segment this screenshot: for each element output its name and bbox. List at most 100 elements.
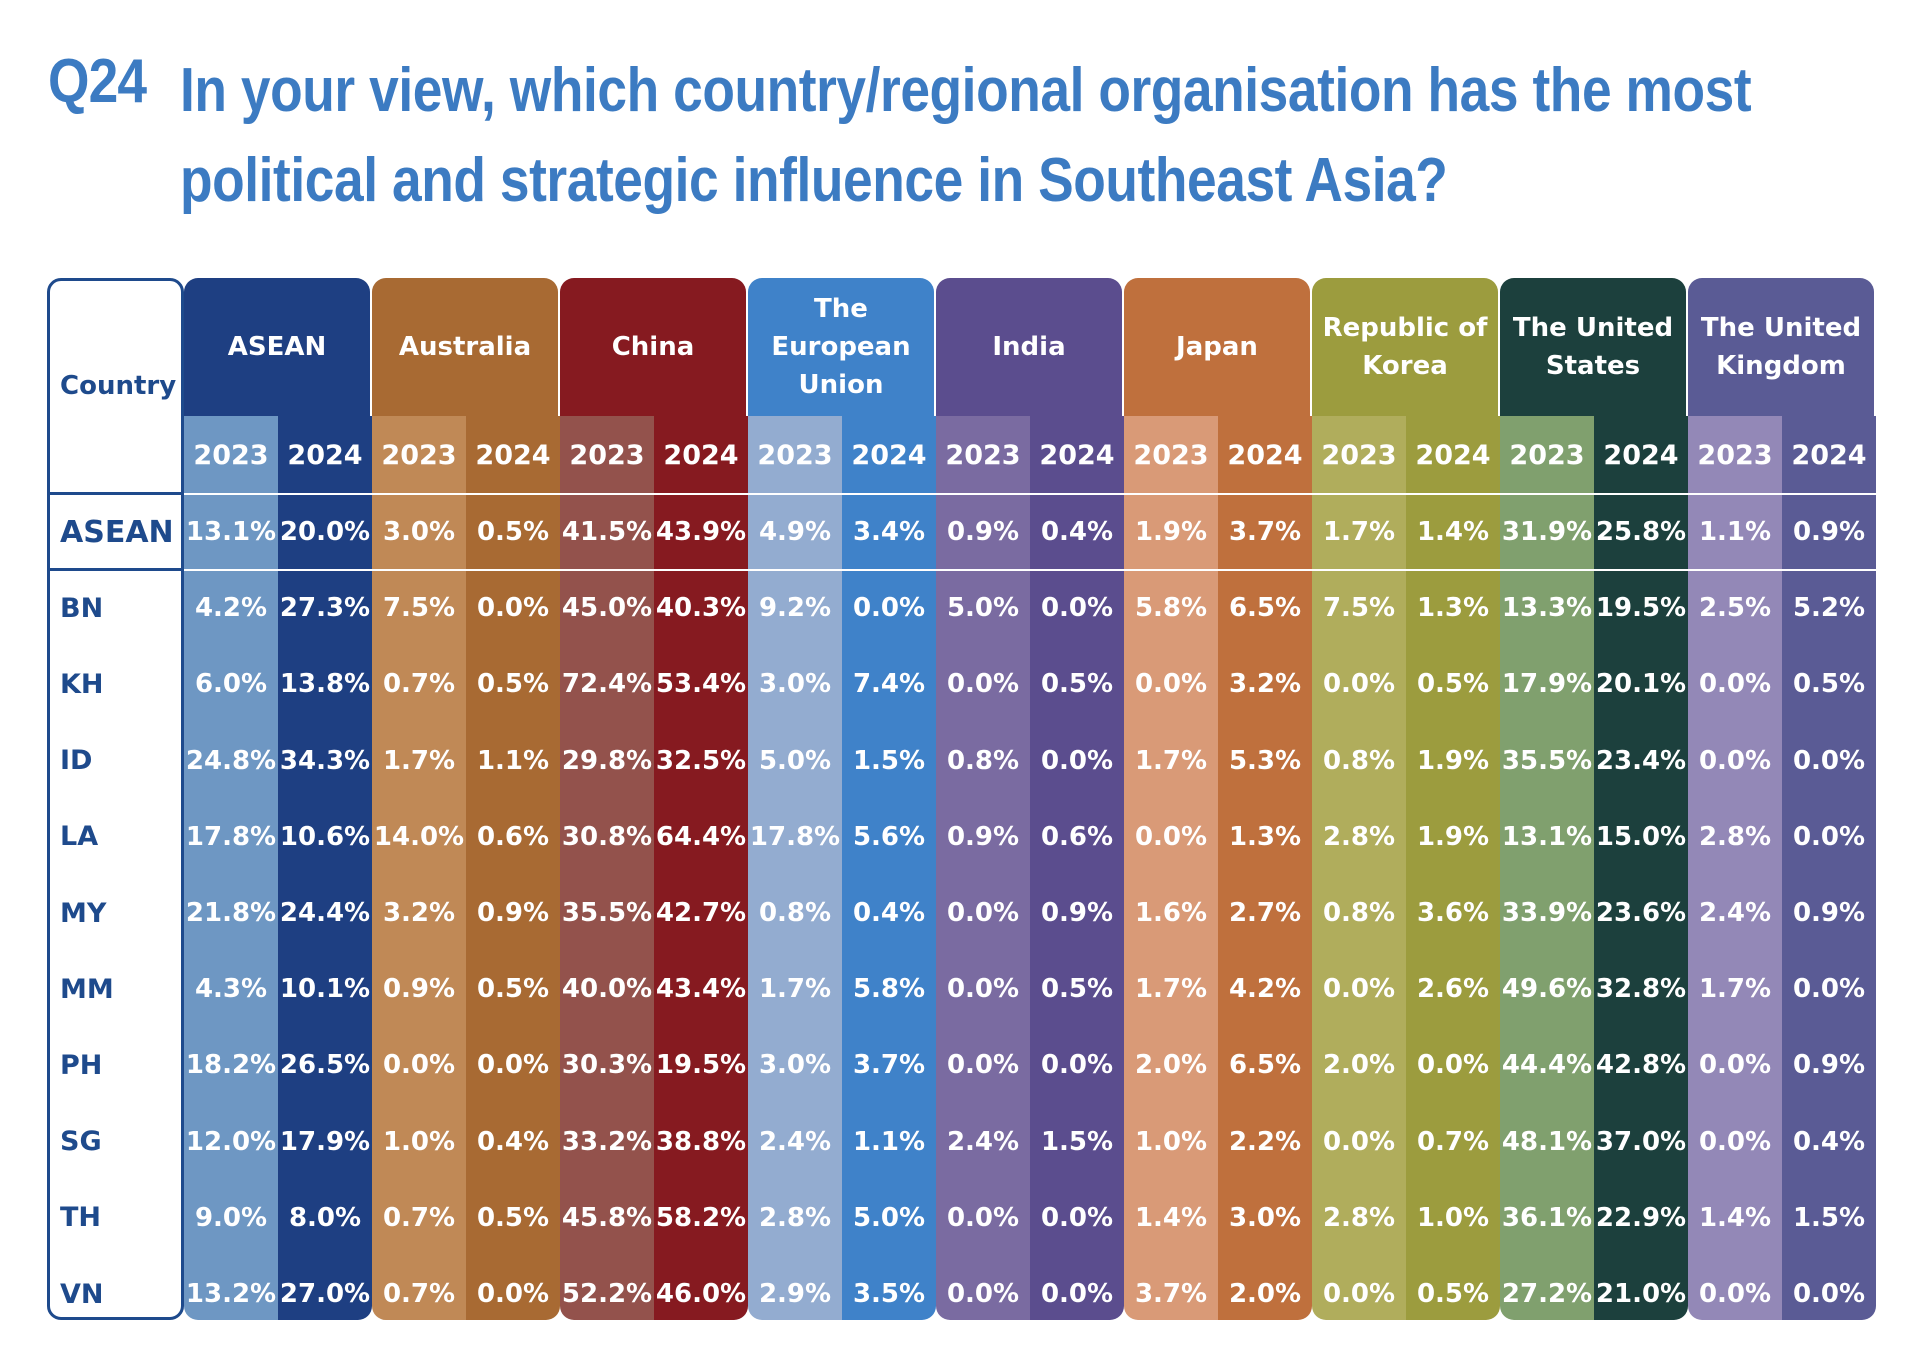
cell-th-13: 1.0% [1416,1202,1490,1233]
cell-sg-11: 2.2% [1228,1126,1302,1157]
question-number: Q24 [48,47,147,116]
cell-ph-7: 3.7% [852,1050,926,1081]
group-6-header-line-0: Republic of [1322,313,1488,343]
group-3-header-line-0: The [814,294,868,324]
cell-mm-10: 1.7% [1134,974,1208,1005]
cell-th-14: 36.1% [1501,1202,1593,1233]
cell-my-2: 3.2% [382,898,456,929]
group-3-column-2024 [842,416,936,1320]
group-3-year-2024: 2024 [851,439,927,471]
cell-sg-15: 37.0% [1595,1126,1687,1157]
cell-vn-4: 52.2% [561,1279,653,1310]
cell-ph-17: 0.9% [1792,1050,1866,1081]
group-8-column-2024 [1782,416,1876,1320]
cell-sg-4: 33.2% [561,1126,653,1157]
group-4-year-2023: 2023 [945,439,1021,471]
cell-mm-9: 0.5% [1040,974,1114,1005]
cell-vn-15: 21.0% [1595,1279,1687,1310]
cell-id-16: 0.0% [1698,745,1772,776]
group-8-year-2024: 2024 [1791,439,1867,471]
cell-bn-5: 40.3% [655,593,747,624]
cell-bn-7: 0.0% [852,593,926,624]
cell-kh-13: 0.5% [1416,669,1490,700]
cell-vn-8: 0.0% [946,1279,1020,1310]
row-label-la: LA [60,821,99,853]
cell-ph-13: 0.0% [1416,1050,1490,1081]
group-2-year-2024: 2024 [663,439,739,471]
cell-bn-6: 9.2% [758,593,832,624]
cell-my-8: 0.0% [946,898,1020,929]
cell-la-7: 5.6% [852,821,926,852]
cell-my-12: 0.8% [1322,898,1396,929]
group-8-year-2023: 2023 [1697,439,1773,471]
cell-asean-1: 20.0% [279,517,371,548]
cell-mm-0: 4.3% [194,974,268,1005]
cell-asean-14: 31.9% [1501,517,1593,548]
cell-sg-2: 1.0% [382,1126,456,1157]
cell-my-4: 35.5% [561,898,653,929]
cell-mm-2: 0.9% [382,974,456,1005]
cell-kh-7: 7.4% [852,669,926,700]
group-7-year-2023: 2023 [1509,439,1585,471]
group-1-column-2024 [466,416,560,1320]
row-label-my: MY [60,897,107,929]
cell-bn-2: 7.5% [382,593,456,624]
group-8-header-line-0: The United [1700,313,1862,343]
cell-bn-16: 2.5% [1698,593,1772,624]
group-7-header: The United States [1500,278,1686,416]
cell-vn-14: 27.2% [1501,1279,1593,1310]
cell-id-3: 1.1% [476,745,550,776]
row-label-vn: VN [60,1278,104,1310]
group-7-column-2024 [1594,416,1688,1320]
cell-th-16: 1.4% [1698,1202,1772,1233]
cell-asean-9: 0.4% [1040,517,1114,548]
group-2-column-2024 [654,416,748,1320]
cell-sg-10: 1.0% [1134,1126,1208,1157]
cell-bn-4: 45.0% [561,593,653,624]
group-2-year-2023: 2023 [569,439,645,471]
cell-sg-9: 1.5% [1040,1126,1114,1157]
cell-sg-1: 17.9% [279,1126,371,1157]
cell-th-15: 22.9% [1595,1202,1687,1233]
group-4-column-2023 [936,416,1030,1320]
cell-id-17: 0.0% [1792,745,1866,776]
group-0-header-line-0: ASEAN [227,332,327,362]
cell-th-10: 1.4% [1134,1202,1208,1233]
cell-ph-1: 26.5% [279,1050,371,1081]
group-8-header-line-1: Kingdom [1716,351,1846,381]
cell-ph-0: 18.2% [185,1050,277,1081]
cell-kh-12: 0.0% [1322,669,1396,700]
cell-sg-8: 2.4% [946,1126,1020,1157]
cell-mm-11: 4.2% [1228,974,1302,1005]
header-divider [47,492,184,495]
group-6-header-line-1: Korea [1362,351,1448,381]
group-4-column-2024 [1030,416,1124,1320]
cell-la-9: 0.6% [1040,821,1114,852]
cell-asean-10: 1.9% [1134,517,1208,548]
cell-mm-14: 49.6% [1501,974,1593,1005]
cell-sg-13: 0.7% [1416,1126,1490,1157]
title-line-2: political and strategic influence in Sou… [180,146,1448,215]
cell-vn-0: 13.2% [185,1279,277,1310]
cell-my-13: 3.6% [1416,898,1490,929]
cell-la-0: 17.8% [185,821,277,852]
cell-my-5: 42.7% [655,898,747,929]
group-3-header-line-1: European [771,332,911,362]
cell-kh-0: 6.0% [194,669,268,700]
group-0-header: ASEAN [184,278,370,416]
row-label-id: ID [60,745,93,777]
group-6-year-2023: 2023 [1321,439,1397,471]
cell-bn-1: 27.3% [279,593,371,624]
cell-my-3: 0.9% [476,898,550,929]
cell-ph-4: 30.3% [561,1050,653,1081]
cell-th-8: 0.0% [946,1202,1020,1233]
cell-mm-5: 43.4% [655,974,747,1005]
group-5-column-2024 [1218,416,1312,1320]
cell-my-1: 24.4% [279,898,371,929]
cell-th-12: 2.8% [1322,1202,1396,1233]
cell-ph-5: 19.5% [655,1050,747,1081]
group-7-column-2023 [1500,416,1594,1320]
row-label-asean: ASEAN [60,514,174,550]
cell-kh-15: 20.1% [1595,669,1687,700]
